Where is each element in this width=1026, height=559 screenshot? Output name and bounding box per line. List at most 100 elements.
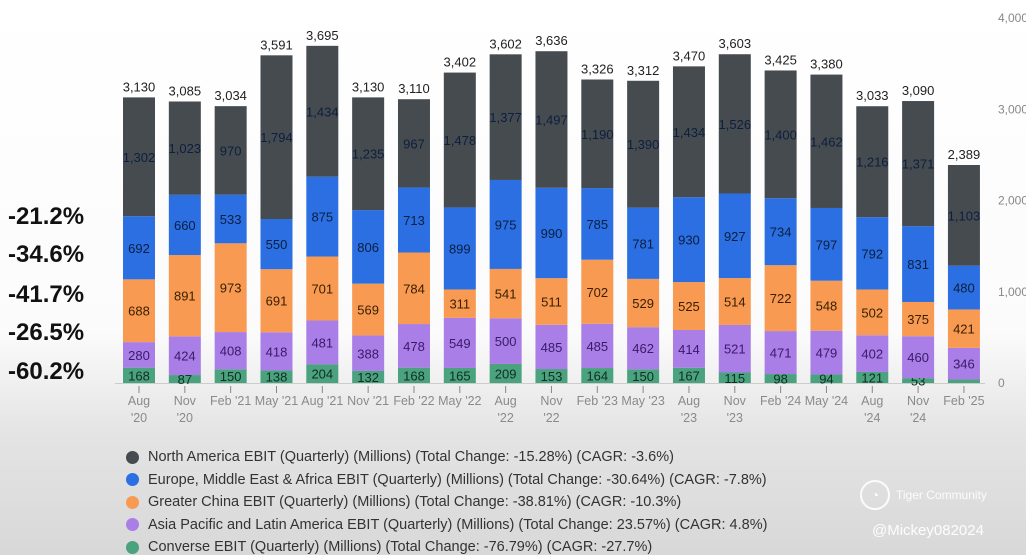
total-label: 3,636 [535, 33, 568, 48]
segment-label: 280 [128, 348, 150, 363]
legend: North America EBIT (Quarterly) (Millions… [126, 446, 767, 559]
side-percentage: -41.7% [8, 281, 85, 308]
total-label: 3,603 [719, 36, 752, 51]
bar-segment [947, 309, 980, 348]
segment-label: 480 [953, 281, 975, 296]
legend-item: North America EBIT (Quarterly) (Millions… [126, 446, 767, 469]
bar-segment [123, 97, 155, 217]
legend-label: Asia Pacific and Latin America EBIT (Qua… [148, 516, 768, 533]
total-label: 3,602 [489, 36, 522, 51]
segment-label: 471 [770, 346, 792, 361]
segment-label: 967 [403, 136, 425, 151]
segment-label: 121 [861, 370, 883, 385]
segment-label: 1,103 [948, 208, 981, 223]
bar-segment [123, 279, 155, 343]
x-tick-label: Nov '21 [347, 394, 389, 408]
bar-segment [764, 374, 797, 383]
watermark-brand: ◔ Tiger Community [860, 480, 987, 510]
x-tick-label: '23 [727, 411, 743, 425]
bar-segment [902, 301, 935, 337]
bar-segment [902, 378, 935, 383]
segment-label: 485 [586, 339, 608, 354]
segment-label: 701 [311, 282, 333, 297]
segment-label: 1,400 [764, 127, 797, 142]
segment-label: 479 [816, 346, 838, 361]
x-tick-label: Nov [174, 394, 197, 408]
total-label: 3,402 [444, 55, 477, 70]
segment-label: 94 [819, 372, 833, 387]
total-label: 3,034 [214, 88, 247, 103]
bar-segment [535, 278, 568, 325]
x-tick-label: Nov [907, 394, 930, 408]
bar-segment [856, 335, 889, 372]
x-tick-label: '24 [864, 411, 880, 425]
segment-label: 209 [495, 366, 517, 381]
bar-segment [443, 367, 476, 383]
bar-segment [902, 101, 935, 227]
bar-segment [489, 318, 522, 364]
bar-segment [718, 278, 751, 325]
stacked-bar-chart: 0 1,000 2,000 3,000 4,000 168 280 688 692 1,302 3,… [115, 11, 1026, 425]
bar-segment [627, 207, 660, 279]
x-tick-label: May '21 [255, 394, 298, 408]
bar-segment [535, 187, 568, 279]
segment-label: 525 [678, 299, 700, 314]
x-tick-label: '22 [543, 411, 559, 425]
segment-label: 692 [128, 241, 150, 256]
segment-label: 421 [953, 322, 975, 337]
bar-segment [168, 375, 201, 383]
bar-segment [764, 198, 797, 266]
bar-segment [718, 372, 751, 383]
segment-label: 375 [907, 312, 929, 327]
bar-segment [306, 320, 339, 365]
bar-segment [535, 51, 568, 188]
segment-label: 150 [632, 369, 654, 384]
segment-label: 485 [541, 340, 563, 355]
segment-label: 414 [678, 342, 700, 357]
total-label: 3,695 [306, 28, 339, 43]
x-tick-label: Feb '22 [393, 394, 434, 408]
segment-label: 975 [495, 217, 517, 232]
segment-label: 1,526 [719, 117, 752, 132]
bar-segment [214, 369, 247, 383]
bar-segment [672, 367, 705, 383]
segment-label: 514 [724, 295, 746, 310]
bar-segment [856, 217, 889, 290]
bar-segment [397, 252, 430, 325]
x-tick-label: May '24 [805, 394, 848, 408]
segment-label: 688 [128, 304, 150, 319]
total-label: 3,130 [123, 79, 156, 94]
segment-label: 1,478 [444, 133, 477, 148]
bar-segment [352, 283, 385, 336]
bar-segment [810, 330, 843, 375]
x-tick-label: Feb '21 [210, 394, 251, 408]
y-tick-label: 3,000 [998, 102, 1026, 116]
segment-label: 891 [174, 289, 196, 304]
total-label: 3,312 [627, 63, 660, 78]
legend-item: Greater China EBIT (Quarterly) (Millions… [126, 491, 767, 514]
bar-segment [627, 369, 660, 383]
total-label: 3,110 [398, 81, 430, 96]
bar-segment [810, 74, 843, 208]
bar-segment [306, 364, 339, 383]
segment-label: 550 [266, 237, 288, 252]
x-tick-label: Aug [861, 394, 883, 408]
segment-label: 478 [403, 339, 425, 354]
bar-segment [214, 194, 247, 244]
segment-label: 785 [586, 217, 608, 232]
segment-label: 150 [220, 369, 242, 384]
segment-label: 660 [174, 218, 196, 233]
bar-segment [168, 101, 201, 195]
segment-label: 408 [220, 344, 242, 359]
side-percentage: -34.6% [8, 241, 85, 268]
bar-segment [947, 379, 980, 383]
segment-label: 797 [816, 237, 838, 252]
segment-label: 346 [953, 357, 975, 372]
bar-segment [581, 79, 614, 189]
bar-segment [168, 255, 201, 337]
total-label: 3,326 [581, 62, 614, 77]
x-tick-label: Aug [128, 394, 150, 408]
segment-label: 138 [266, 370, 288, 385]
total-label: 3,090 [902, 83, 935, 98]
segment-label: 511 [541, 294, 562, 309]
